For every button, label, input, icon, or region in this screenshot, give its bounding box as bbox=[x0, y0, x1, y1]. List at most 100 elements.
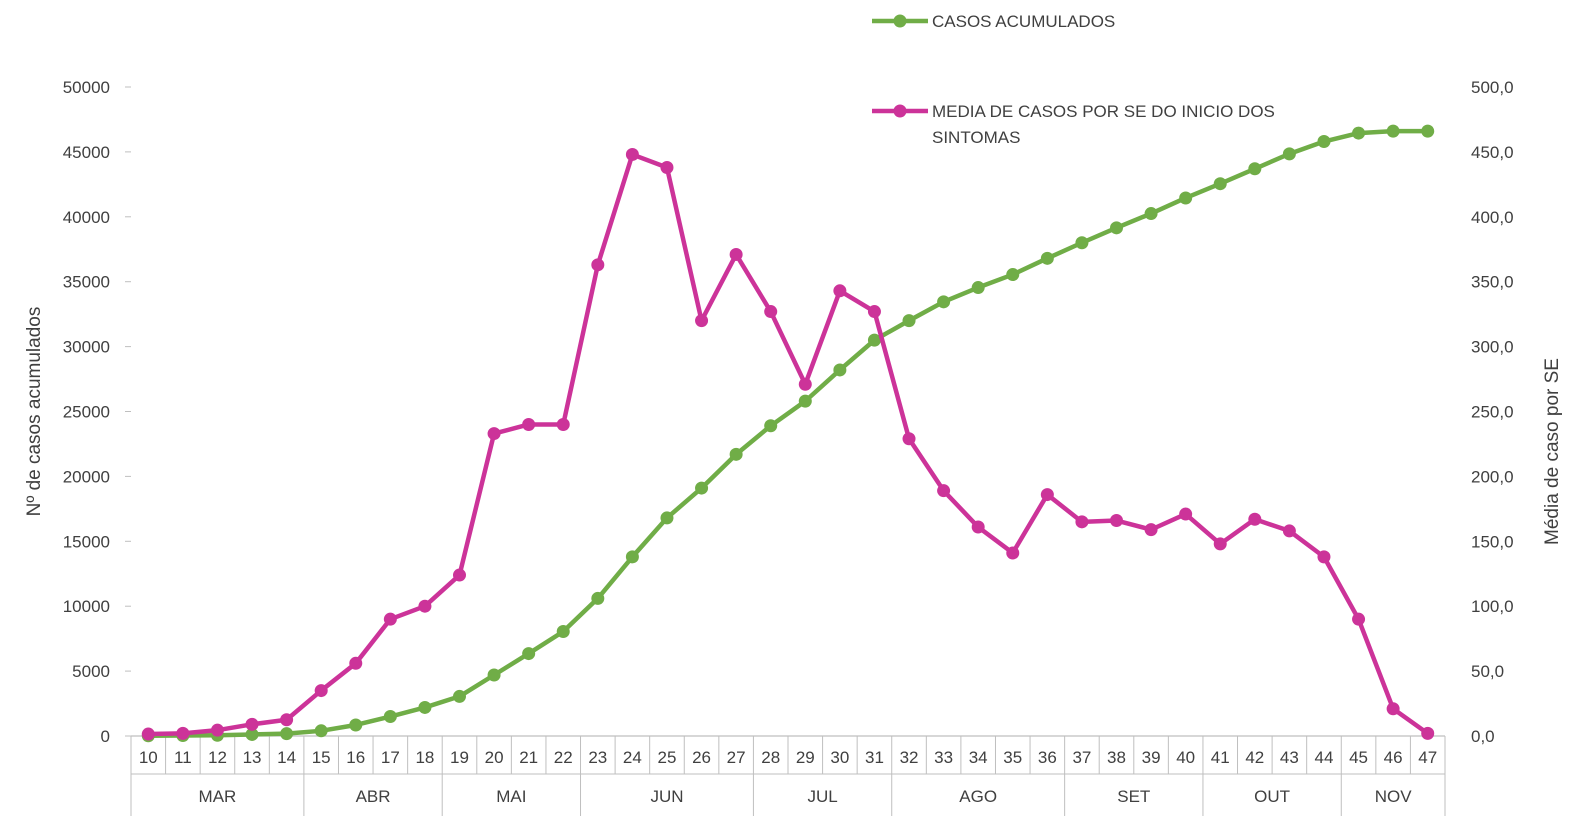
x-tick-label: 27 bbox=[727, 748, 746, 767]
x-tick-label: 41 bbox=[1211, 748, 1230, 767]
x-tick-label: 20 bbox=[485, 748, 504, 767]
series-1-point bbox=[764, 419, 778, 433]
x-tick-label: 34 bbox=[969, 748, 988, 767]
series-2-point bbox=[487, 427, 501, 441]
y-right-tick-label: 500,0 bbox=[1471, 78, 1514, 97]
series-2-point bbox=[418, 599, 432, 613]
series-1-point bbox=[867, 333, 881, 347]
y-right-tick-label: 350,0 bbox=[1471, 273, 1514, 292]
series-1-point bbox=[1006, 268, 1020, 282]
y-right-tick-label: 300,0 bbox=[1471, 338, 1514, 357]
series-1-point bbox=[798, 394, 812, 408]
x-tick-label: 18 bbox=[415, 748, 434, 767]
y-left-tick-label: 45000 bbox=[63, 143, 110, 162]
x-tick-label: 33 bbox=[934, 748, 953, 767]
x-tick-label: 36 bbox=[1038, 748, 1057, 767]
series-1-point bbox=[383, 710, 397, 724]
x-tick-label: 30 bbox=[830, 748, 849, 767]
series-2-point bbox=[833, 284, 847, 298]
month-label: JUN bbox=[650, 787, 683, 806]
y-left-tick-label: 30000 bbox=[63, 338, 110, 357]
series-2-point bbox=[1282, 524, 1296, 538]
series-1-point bbox=[1248, 162, 1262, 176]
y-right-tick-label: 250,0 bbox=[1471, 403, 1514, 422]
y-right-tick-label: 200,0 bbox=[1471, 467, 1514, 486]
month-label: OUT bbox=[1254, 787, 1290, 806]
x-tick-label: 46 bbox=[1384, 748, 1403, 767]
series-2-point bbox=[1179, 507, 1193, 521]
series-1-point bbox=[1213, 177, 1227, 191]
legend-swatch-marker bbox=[893, 14, 907, 28]
series-1-point bbox=[902, 314, 916, 328]
series-2-point bbox=[1317, 550, 1331, 564]
x-tick-label: 19 bbox=[450, 748, 469, 767]
month-label: JUL bbox=[807, 787, 837, 806]
series-line-1 bbox=[146, 128, 1430, 738]
series-2-point bbox=[1144, 523, 1158, 537]
series-2-point bbox=[798, 377, 812, 391]
x-tick-label: 24 bbox=[623, 748, 642, 767]
series-layer bbox=[141, 124, 1435, 743]
series-2-point bbox=[1213, 537, 1227, 551]
series-2-point bbox=[1110, 514, 1123, 528]
x-tick-label: 35 bbox=[1003, 748, 1022, 767]
series-2-point bbox=[937, 484, 951, 498]
y-left-tick-label: 0 bbox=[101, 727, 110, 746]
series-1-point bbox=[245, 727, 259, 741]
series-line-2 bbox=[146, 152, 1430, 737]
series-1-point bbox=[556, 625, 570, 639]
series-2-point bbox=[383, 612, 397, 626]
series-1-point bbox=[1075, 236, 1089, 250]
series-2-point bbox=[522, 417, 536, 431]
series-2-point bbox=[176, 726, 190, 740]
series-2-point bbox=[141, 727, 155, 741]
x-tick-label: 44 bbox=[1315, 748, 1334, 767]
series-1-point bbox=[1179, 191, 1193, 205]
series-2-point bbox=[1006, 546, 1020, 560]
x-tick-label: 25 bbox=[658, 748, 677, 767]
legend-label: MEDIA DE CASOS POR SE DO INICIO DOS SINTO… bbox=[932, 102, 1275, 147]
series-1-point bbox=[660, 511, 674, 525]
x-tick-label: 45 bbox=[1349, 748, 1368, 767]
x-tick-label: 22 bbox=[554, 748, 573, 767]
series-2-point bbox=[1075, 515, 1089, 529]
series-2-point bbox=[210, 723, 224, 737]
series-1-point bbox=[625, 550, 639, 564]
series-2-point bbox=[591, 258, 605, 272]
series-1-point bbox=[522, 647, 536, 661]
series-1-point bbox=[1282, 147, 1296, 161]
series-1-point bbox=[695, 481, 709, 495]
series-1-point bbox=[1386, 124, 1400, 138]
series-2-point bbox=[971, 520, 985, 534]
series-1-point bbox=[418, 700, 432, 714]
series-1-point bbox=[1040, 251, 1054, 265]
x-tick-label: 16 bbox=[346, 748, 365, 767]
y-right-axis-title: Média de caso por SE bbox=[1542, 358, 1563, 545]
y-left-tick-label: 50000 bbox=[63, 78, 110, 97]
series-2-point bbox=[280, 713, 294, 727]
series-1-point bbox=[833, 363, 847, 377]
legend: CASOS ACUMULADOS MEDIA DE CASOS POR SE DO… bbox=[872, 12, 1275, 147]
series-2-point bbox=[660, 160, 674, 174]
series-2-point bbox=[349, 656, 363, 670]
series-1-point bbox=[591, 591, 605, 605]
legend-label: CASOS ACUMULADOS bbox=[932, 12, 1115, 31]
month-label: AGO bbox=[959, 787, 997, 806]
x-tick-label: 37 bbox=[1072, 748, 1091, 767]
series-2-point bbox=[245, 717, 259, 731]
y-right-tick-label: 50,0 bbox=[1471, 662, 1504, 681]
axes bbox=[125, 86, 1446, 816]
series-1-point bbox=[1352, 126, 1366, 140]
x-tick-label: 40 bbox=[1176, 748, 1195, 767]
x-tick-label: 47 bbox=[1418, 748, 1437, 767]
y-left-tick-label: 15000 bbox=[63, 532, 110, 551]
series-2-point bbox=[556, 417, 570, 431]
x-tick-label: 29 bbox=[796, 748, 815, 767]
x-tick-label: 12 bbox=[208, 748, 227, 767]
series-2-point bbox=[729, 247, 743, 261]
y-left-tick-label: 5000 bbox=[72, 662, 110, 681]
x-tick-label: 23 bbox=[588, 748, 607, 767]
series-1-point bbox=[1144, 207, 1158, 221]
series-2-point bbox=[764, 305, 778, 319]
series-1-point bbox=[280, 727, 294, 741]
